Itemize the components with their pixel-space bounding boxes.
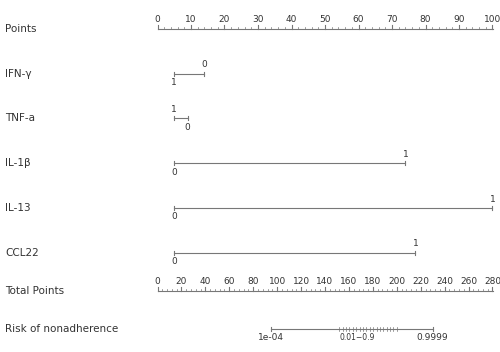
Text: Points: Points xyxy=(5,24,36,34)
Text: 60: 60 xyxy=(353,15,364,24)
Text: 0: 0 xyxy=(172,168,177,177)
Text: CCL22: CCL22 xyxy=(5,248,39,258)
Text: IFN-γ: IFN-γ xyxy=(5,69,32,78)
Text: Risk of nonadherence: Risk of nonadherence xyxy=(5,324,118,334)
Text: 20: 20 xyxy=(176,277,187,286)
Text: 40: 40 xyxy=(286,15,297,24)
Text: 1: 1 xyxy=(490,195,496,203)
Text: 10: 10 xyxy=(185,15,197,24)
Text: 20: 20 xyxy=(219,15,230,24)
Text: 240: 240 xyxy=(436,277,453,286)
Text: 100: 100 xyxy=(268,277,286,286)
Text: Total Points: Total Points xyxy=(5,286,64,296)
Text: 1: 1 xyxy=(402,150,408,159)
Text: 200: 200 xyxy=(388,277,406,286)
Text: IL-1β: IL-1β xyxy=(5,158,30,168)
Text: 70: 70 xyxy=(386,15,398,24)
Text: TNF-a: TNF-a xyxy=(5,113,35,124)
Text: 220: 220 xyxy=(412,277,429,286)
Text: 0.9999: 0.9999 xyxy=(417,333,448,342)
Text: 1: 1 xyxy=(412,239,418,248)
Text: 80: 80 xyxy=(248,277,259,286)
Text: 260: 260 xyxy=(460,277,477,286)
Text: 90: 90 xyxy=(453,15,464,24)
Text: 60: 60 xyxy=(224,277,235,286)
Text: 180: 180 xyxy=(364,277,382,286)
Text: 0: 0 xyxy=(154,277,160,286)
Text: 0: 0 xyxy=(185,123,190,132)
Text: 160: 160 xyxy=(340,277,357,286)
Text: 120: 120 xyxy=(292,277,310,286)
Text: 0: 0 xyxy=(202,60,207,69)
Text: 1: 1 xyxy=(172,105,177,114)
Text: 0.01−0.9: 0.01−0.9 xyxy=(340,333,375,342)
Text: 280: 280 xyxy=(484,277,500,286)
Text: 40: 40 xyxy=(200,277,211,286)
Text: 100: 100 xyxy=(484,15,500,24)
Text: 140: 140 xyxy=(316,277,334,286)
Text: 30: 30 xyxy=(252,15,264,24)
Text: IL-13: IL-13 xyxy=(5,203,30,213)
Text: 1: 1 xyxy=(172,78,177,87)
Text: 0: 0 xyxy=(154,15,160,24)
Text: 80: 80 xyxy=(420,15,431,24)
Text: 50: 50 xyxy=(319,15,330,24)
Text: 0: 0 xyxy=(172,213,177,221)
Text: 0: 0 xyxy=(172,257,177,266)
Text: 1e-04: 1e-04 xyxy=(258,333,284,342)
